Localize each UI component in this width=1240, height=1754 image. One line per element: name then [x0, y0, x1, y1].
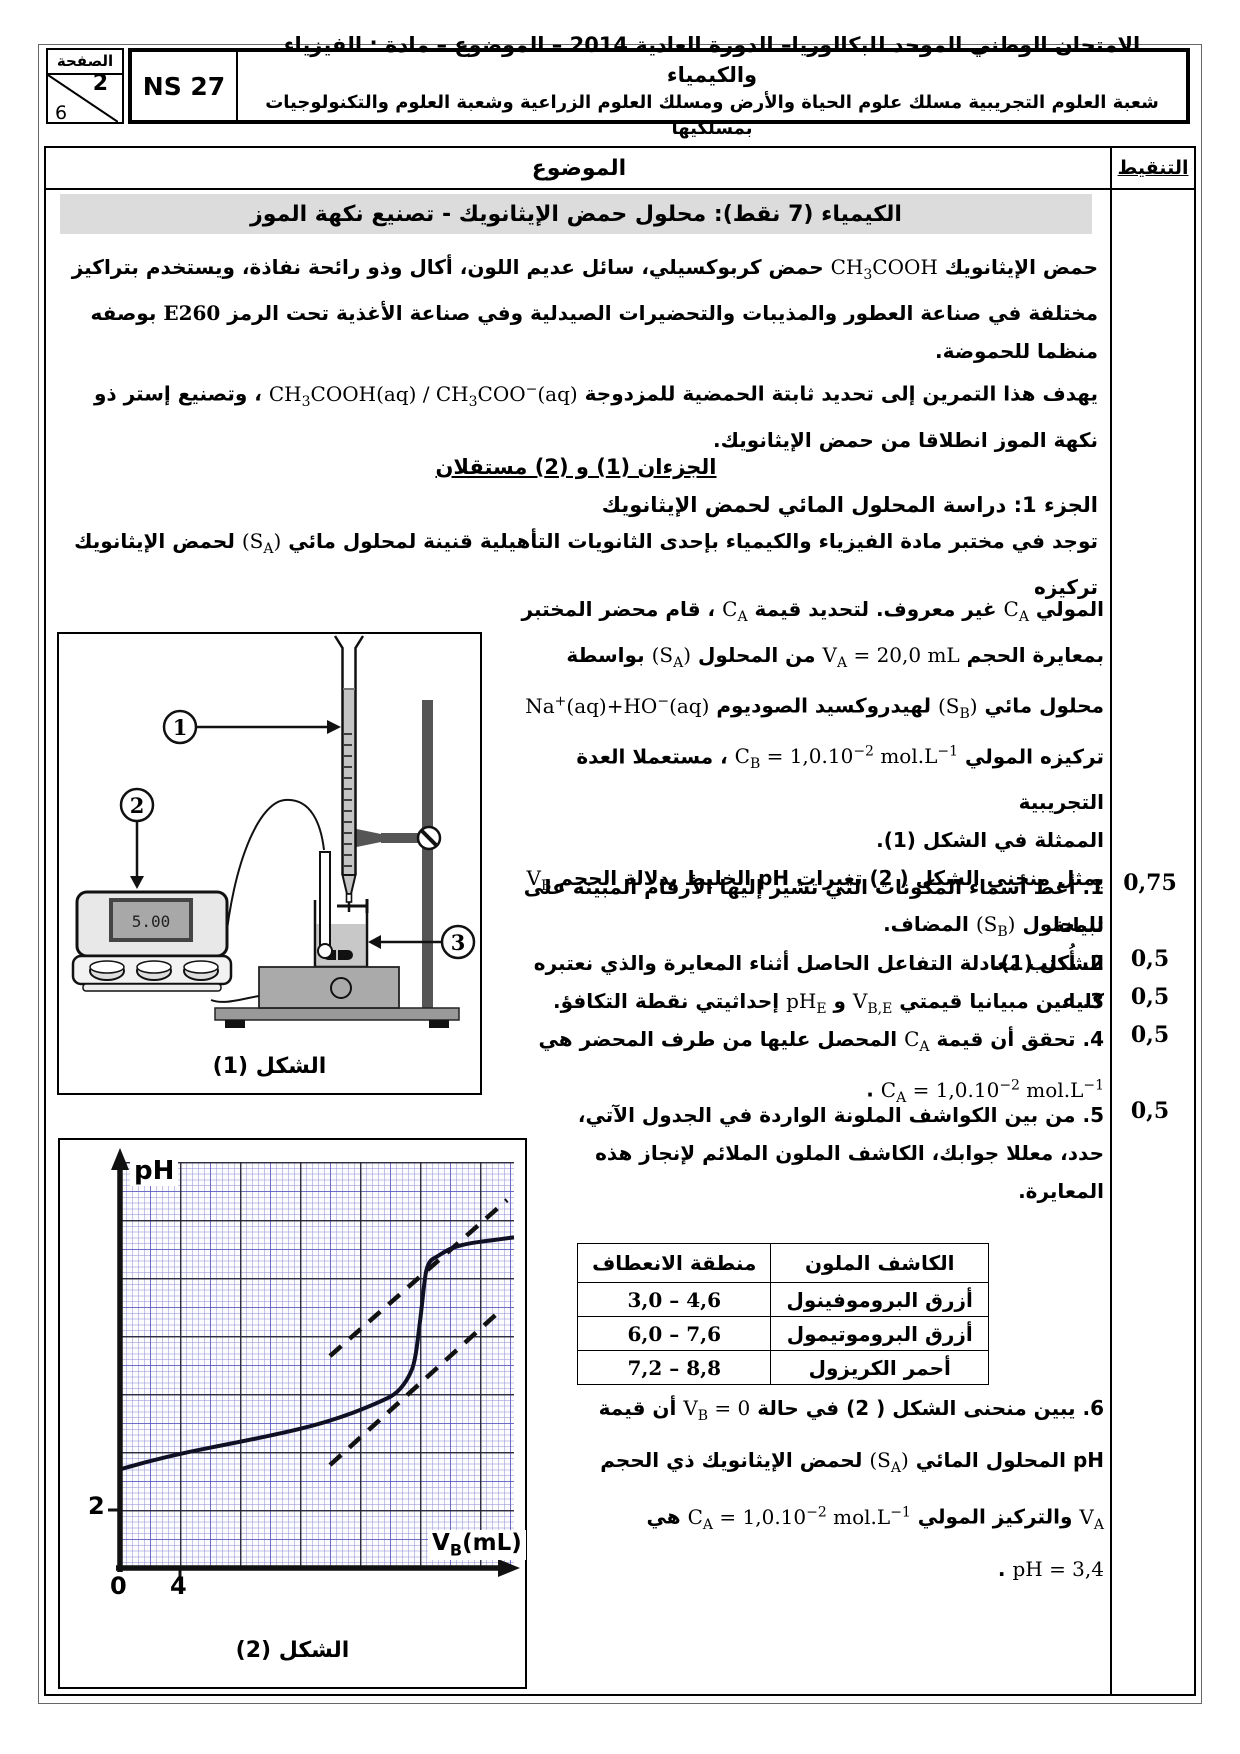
indicator-name: أزرق البروموتيمول: [770, 1316, 989, 1351]
mark-q2: 0,5: [1130, 946, 1170, 972]
table-row: أحمر الكريزول 7,2 – 8,8: [576, 1350, 989, 1385]
magnetic-stirrer: [258, 966, 400, 1009]
tangent-line-upper: [328, 1198, 509, 1358]
indicator-table: الكاشف الملون منطقة الانعطاف أزرق البروم…: [576, 1243, 989, 1385]
page-total: 6: [55, 102, 68, 124]
exam-title-line2: شعبة العلوم التجريبية مسلك علوم الحياة و…: [265, 92, 1159, 139]
millimeter-grid: [120, 1162, 514, 1568]
grading-column: التنقيط: [1110, 148, 1194, 1694]
main-table: الموضوع التنقيط: [44, 146, 1196, 1696]
callout-2-label: 2: [130, 793, 145, 818]
header-title-box: NS 27 الامتحان الوطني الموحد للبكالوريا–…: [128, 33, 1190, 139]
range-col-header: منطقة الانعطاف: [576, 1243, 772, 1283]
question-3: 3. عين مبيانيا قيمتي VB,E و pHE إحداثيتي…: [553, 989, 1104, 1017]
electrode-tube: [319, 851, 331, 947]
indicator-range: 6,0 – 7,6: [576, 1316, 772, 1351]
indicator-range: 3,0 – 4,6: [576, 1282, 772, 1317]
ph-meter-display: [109, 898, 193, 942]
figure-1-apparatus: 5.00 1 2 3 الشكل (1): [57, 632, 482, 1095]
question-4: 4. تحقق أن قيمة CA المحصل عليها من طرف ا…: [538, 1027, 1104, 1106]
electrode-cable: [224, 798, 325, 947]
burette-taper: [341, 874, 357, 895]
question-1: 1. أعط أسماء المكونات التي تشير إليها ال…: [523, 875, 1104, 975]
x-tick-4: 4: [170, 1572, 187, 1600]
indicator-name: أزرق البروموفينول: [770, 1282, 989, 1317]
burette-right-wall: [354, 635, 365, 875]
question-5: 5. من بين الكواشف الملونة الواردة في الج…: [577, 1103, 1104, 1203]
table-row: أزرق البروموفينول 3,0 – 4,6: [576, 1282, 989, 1317]
grading-column-title: التنقيط: [1117, 157, 1189, 179]
page-number-box: الصفحة 2 6: [46, 48, 124, 124]
burette-left-wall: [333, 635, 344, 875]
ph-curve: [119, 1235, 515, 1472]
exam-title-line1: الامتحان الوطني الموحد للبكالوريا– الدور…: [283, 33, 1141, 87]
burette-graduations: [344, 733, 352, 867]
ph-meter-base: [82, 983, 222, 992]
callout-3-label: 3: [451, 930, 466, 955]
figure-2-caption: الشكل (2): [235, 1638, 350, 1663]
table-header-row: الموضوع: [46, 148, 1194, 190]
parts-independent-note: الجزءان (1) و (2) مستقلان: [435, 455, 717, 479]
titration-curve-plot: [108, 1148, 520, 1577]
stirrer-knob: [330, 977, 352, 999]
stand-base: [214, 1007, 460, 1021]
mark-q3: 0,5: [1130, 984, 1170, 1010]
indicator-range: 7,2 – 8,8: [576, 1350, 772, 1385]
exam-reference: NS 27: [132, 52, 238, 120]
x-axis-arrow: [498, 1559, 520, 1577]
figure-1-caption: الشكل (1): [212, 1054, 327, 1079]
callout-1-label: 1: [173, 715, 188, 740]
part1-body-text: المولي CA غير معروف. لتحديد قيمة CA ، قا…: [521, 597, 1105, 941]
y-axis-label: pH: [130, 1156, 179, 1186]
indicator-name: أحمر الكريزول: [770, 1350, 989, 1385]
mark-q1: 0,75: [1123, 870, 1177, 896]
stand-foot-right: [429, 1020, 449, 1028]
indicator-col-header: الكاشف الملون: [770, 1243, 989, 1283]
x-axis-label: VB(mL): [428, 1530, 526, 1560]
part1-title: الجزء 1: دراسة المحلول المائي لحمض الإيث…: [601, 493, 1098, 517]
diagonal-line: [47, 74, 119, 123]
ph-meter-reading: 5.00: [132, 912, 171, 931]
mark-q5: 0,5: [1130, 1098, 1170, 1124]
table-row: أزرق البروموتيمول 6,0 – 7,6: [576, 1316, 989, 1351]
mark-q4: 0,5: [1130, 1022, 1170, 1048]
question-2: 2. أُكتب معادلة التفاعل الحاصل أثناء الم…: [533, 951, 1104, 1013]
question-6: 6. يبين منحنى الشكل ( 2) في حالة VB = 0 …: [598, 1396, 1104, 1581]
stand-rod: [422, 700, 433, 1010]
y-tick-2: 2: [88, 1492, 105, 1520]
intro-paragraph: حمض الإيثانويك CH3COOH حمض كربوكسيلي، سا…: [71, 255, 1098, 452]
subject-column-title: الموضوع: [531, 155, 627, 181]
part1-intro-line: توجد في مختبر مادة الفيزياء والكيمياء بإ…: [74, 529, 1098, 599]
apparatus-drawing: 5.00 1 2 3: [71, 635, 476, 1028]
figure-2-titration-curve: pH VB(mL) 2 0 4 الشكل (2): [58, 1138, 527, 1689]
y-axis-arrow: [111, 1148, 129, 1170]
tangent-line-lower: [328, 1308, 503, 1467]
outer-frame: [38, 44, 1202, 1704]
burette-liquid: [343, 689, 355, 875]
page-label: الصفحة: [48, 50, 122, 75]
electrode-bulb: [317, 943, 333, 959]
clamp-bar: [381, 833, 425, 843]
stand-foot-left: [225, 1020, 245, 1028]
exam-title: الامتحان الوطني الموحد للبكالوريا– الدور…: [238, 33, 1186, 139]
stirrer-cable: [210, 995, 260, 1003]
burette-tip: [345, 893, 353, 903]
chemistry-banner: الكيمياء (7 نقط): محلول حمض الإيثانويك -…: [60, 194, 1092, 234]
x-tick-0: 0: [110, 1572, 127, 1600]
page-fraction: 2 6: [47, 71, 122, 124]
page-current: 2: [92, 71, 108, 96]
